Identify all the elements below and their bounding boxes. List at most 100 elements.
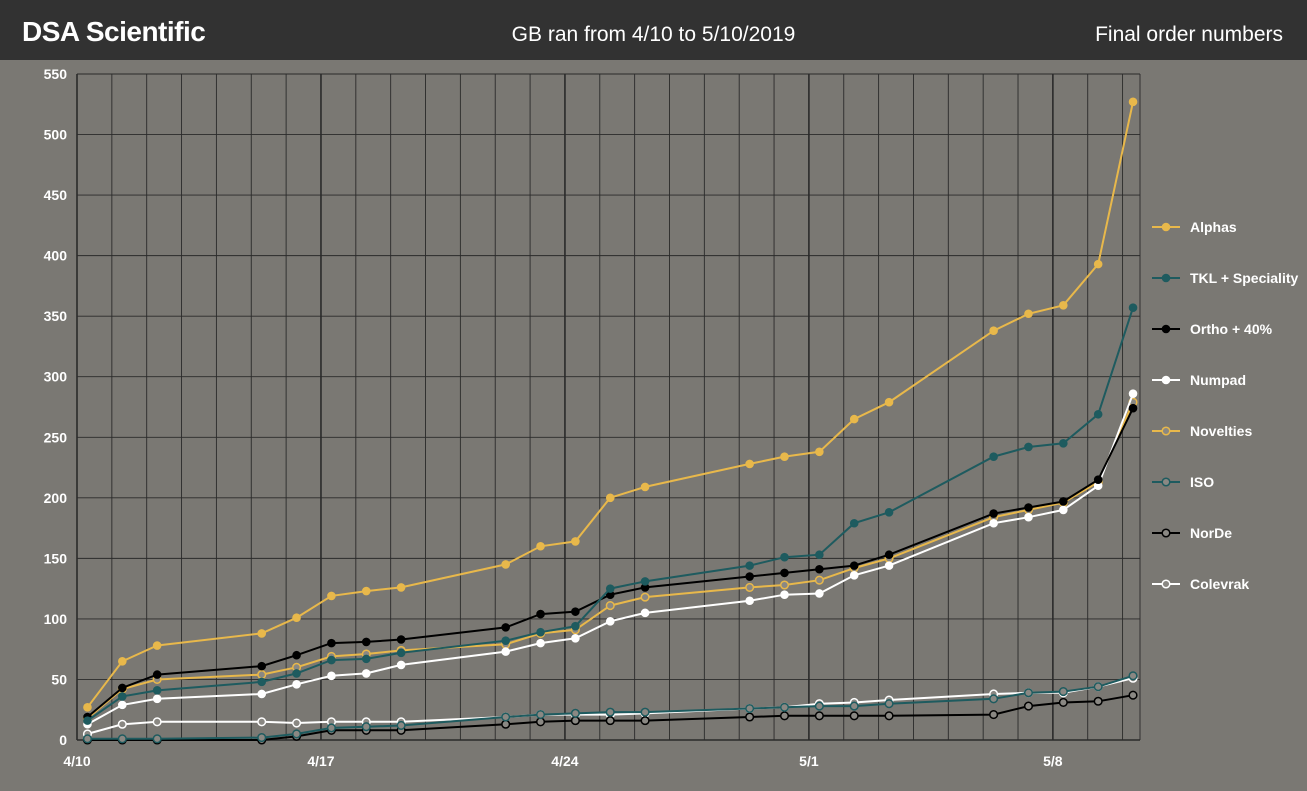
data-point-ortho-40 [849, 561, 859, 570]
data-point-numpad [884, 561, 894, 570]
data-point-norde [779, 711, 790, 721]
data-point-norde [640, 716, 650, 726]
y-tick-label: 400 [44, 248, 68, 264]
data-point-tkl-speciality [536, 627, 545, 637]
chart-header: DSA Scientific GB ran from 4/10 to 5/10/… [0, 0, 1307, 60]
data-point-tkl-speciality [118, 692, 127, 701]
data-point-alphas [989, 326, 998, 336]
series-line-colevrak [87, 677, 1134, 735]
data-point-alphas [640, 482, 650, 492]
y-tick-label: 150 [44, 550, 68, 566]
y-tick-label: 450 [44, 187, 68, 203]
data-point-iso [1023, 688, 1034, 698]
legend-marker-numpad [1161, 375, 1171, 385]
data-point-ortho-40 [815, 564, 824, 574]
header-right-label: Final order numbers [1095, 23, 1283, 46]
legend-label-ortho-40: Ortho + 40% [1190, 321, 1273, 337]
data-point-numpad [605, 617, 615, 626]
y-tick-label: 200 [44, 490, 68, 506]
y-tick-label: 100 [44, 611, 68, 627]
data-point-numpad [118, 700, 127, 710]
data-point-tkl-speciality [327, 655, 336, 665]
data-point-tkl-speciality [292, 669, 301, 678]
data-point-alphas [571, 537, 580, 546]
data-point-alphas [152, 641, 162, 650]
data-point-ortho-40 [501, 623, 510, 632]
data-point-colevrak [152, 717, 162, 727]
data-point-numpad [152, 694, 162, 704]
data-point-tkl-speciality [257, 677, 267, 687]
data-point-alphas [780, 452, 789, 461]
data-point-numpad [292, 679, 301, 689]
data-point-norde [570, 716, 580, 726]
data-point-norde [501, 719, 511, 729]
legend-label-colevrak: Colevrak [1190, 576, 1249, 592]
data-point-numpad [571, 633, 580, 643]
legend-label-novelties: Novelties [1190, 423, 1252, 439]
data-point-numpad [1024, 512, 1033, 522]
data-point-novelties [640, 592, 650, 602]
data-point-norde [884, 711, 894, 721]
legend-marker-iso [1161, 477, 1171, 487]
data-point-tkl-speciality [501, 636, 510, 646]
data-point-norde [1128, 690, 1138, 700]
data-point-ortho-40 [118, 683, 127, 693]
data-point-numpad [989, 518, 998, 528]
data-point-tkl-speciality [152, 686, 162, 695]
legend-marker-novelties [1161, 426, 1171, 436]
data-point-norde [849, 711, 859, 721]
data-point-ortho-40 [989, 509, 998, 518]
data-point-numpad [536, 638, 545, 648]
data-point-tkl-speciality [605, 584, 615, 593]
data-point-tkl-speciality [571, 621, 580, 631]
data-point-novelties [605, 601, 615, 611]
data-point-tkl-speciality [1093, 409, 1103, 419]
x-tick-label: 4/10 [63, 753, 90, 769]
data-point-colevrak [117, 719, 127, 729]
data-point-ortho-40 [571, 607, 580, 616]
y-tick-label: 50 [51, 671, 67, 687]
data-point-iso [326, 723, 336, 733]
x-tick-label: 4/17 [307, 753, 334, 769]
data-point-alphas [327, 591, 336, 601]
data-point-tkl-speciality [83, 716, 92, 725]
data-point-numpad [1128, 389, 1138, 398]
data-point-norde [814, 711, 824, 721]
x-tick-label: 5/1 [799, 753, 819, 769]
data-point-ortho-40 [396, 635, 406, 644]
data-point-colevrak [257, 717, 267, 727]
data-point-iso [1058, 687, 1068, 697]
legend-label-norde: NorDe [1190, 525, 1232, 541]
data-point-ortho-40 [1128, 403, 1138, 413]
data-point-alphas [605, 493, 615, 503]
data-point-ortho-40 [745, 572, 754, 581]
data-point-numpad [1059, 505, 1068, 515]
data-point-ortho-40 [884, 550, 894, 560]
data-point-iso [989, 694, 999, 704]
data-point-ortho-40 [152, 670, 162, 679]
data-point-numpad [815, 589, 824, 598]
data-point-alphas [536, 541, 545, 551]
data-point-tkl-speciality [640, 577, 650, 586]
data-point-tkl-speciality [780, 552, 789, 562]
data-point-iso [745, 703, 755, 714]
data-point-iso [535, 710, 546, 720]
data-point-tkl-speciality [1059, 439, 1068, 448]
data-point-tkl-speciality [361, 654, 371, 664]
data-point-norde [989, 710, 999, 720]
data-point-numpad [780, 590, 789, 599]
y-tick-label: 350 [44, 308, 68, 324]
data-point-alphas [501, 560, 510, 569]
data-point-tkl-speciality [815, 550, 824, 560]
series-line-alphas [86, 101, 1134, 708]
data-point-norde [605, 716, 615, 726]
legend-marker-ortho-40 [1161, 324, 1171, 334]
data-point-tkl-speciality [849, 518, 859, 528]
data-point-alphas [1128, 97, 1138, 107]
data-point-numpad [257, 689, 267, 699]
brand-title: DSA Scientific [22, 16, 206, 47]
data-point-ortho-40 [257, 661, 267, 671]
data-point-norde [1023, 701, 1034, 711]
legend-label-iso: ISO [1190, 474, 1214, 490]
line-chart: 0 50 100 150 200 250 300 350 400 450 500 550 4/10 4/1… [44, 66, 1299, 769]
